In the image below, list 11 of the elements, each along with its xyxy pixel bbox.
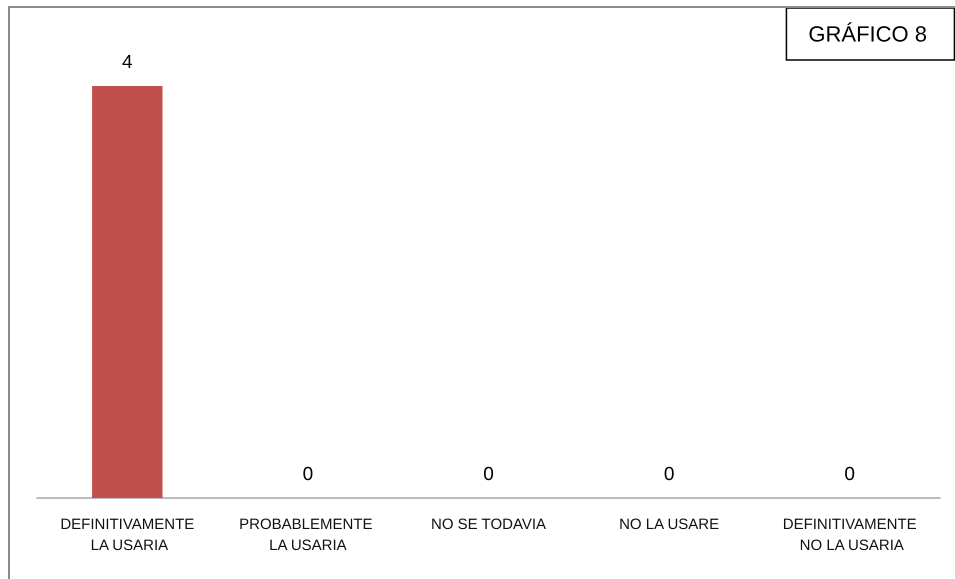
x-tick-label: NO LA USARE: [619, 516, 720, 533]
x-tick-label: PROBABLEMENTE LA USARIA: [239, 516, 377, 554]
data-label: 0: [664, 464, 674, 485]
data-label: 0: [302, 464, 314, 485]
x-tick-label: NO SE TODAVIA: [430, 516, 546, 533]
x-tick-label: DEFINITIVAMENTE LA USARIA: [60, 516, 194, 554]
chart-title: GRÁFICO 8: [808, 22, 928, 46]
x-tick-label: DEFINITIVAMENTE NO LA USARIA: [782, 516, 917, 554]
data-label: 4: [122, 52, 134, 73]
data-label: 0: [483, 464, 494, 485]
data-label: 0: [844, 464, 855, 485]
